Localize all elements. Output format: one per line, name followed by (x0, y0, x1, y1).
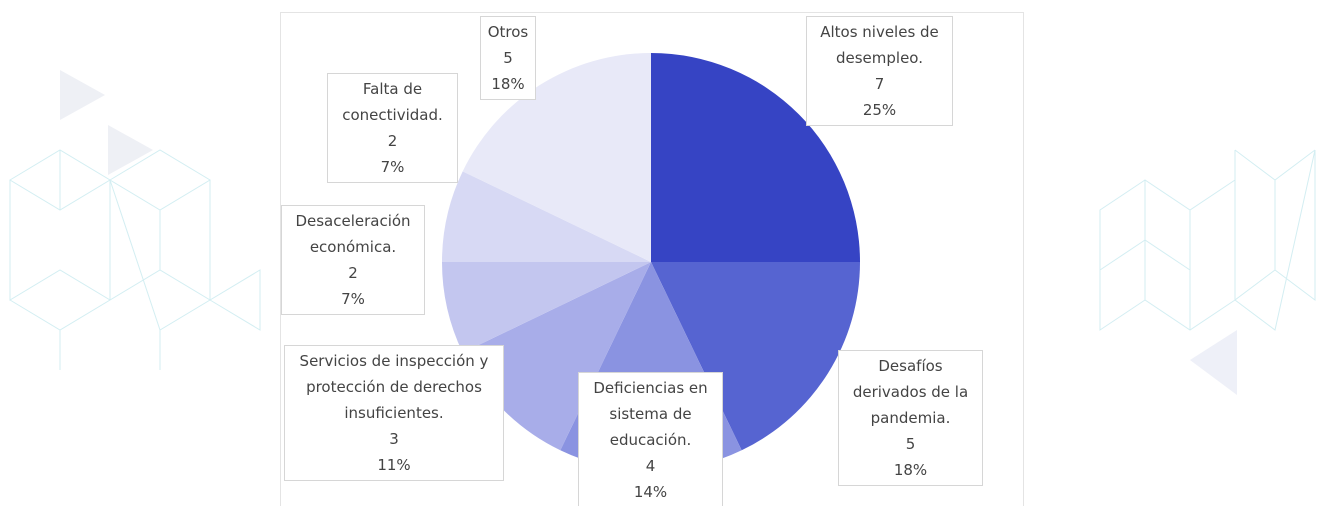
label-category: Deficiencias en sistema de educación. (593, 379, 708, 449)
background-pattern (9, 149, 1316, 370)
data-label: Desaceleración económica. 2 7% (281, 205, 425, 315)
label-category: Servicios de inspección y protección de … (299, 352, 489, 422)
data-label: Deficiencias en sistema de educación. 4 14… (578, 372, 723, 506)
background-shape (1190, 330, 1237, 395)
pie-slice (462, 52, 651, 262)
label-percent: 18% (893, 461, 928, 479)
data-label: Altos niveles de desempleo. 7 25% (806, 16, 953, 126)
pie-slice (442, 171, 651, 262)
label-percent: 14% (633, 483, 668, 501)
label-category: Altos niveles de desempleo. (820, 23, 939, 67)
label-category: Desafíos derivados de la pandemia. (852, 357, 969, 427)
data-label: Falta de conectividad. 2 7% (327, 73, 458, 183)
label-value: 2 (387, 132, 398, 150)
data-label: Desafíos derivados de la pandemia. 5 18% (838, 350, 983, 486)
pie-slice (651, 262, 860, 451)
label-percent: 7% (341, 290, 365, 308)
pie-slice (651, 53, 860, 262)
label-category: Falta de conectividad. (342, 80, 443, 124)
data-label: Servicios de inspección y protección de … (284, 345, 504, 481)
label-category: Desaceleración económica. (295, 212, 411, 256)
label-category: Otros (487, 23, 529, 41)
label-percent: 18% (491, 75, 525, 93)
pie-slice (462, 262, 651, 451)
label-value: 5 (905, 435, 916, 453)
label-value: 2 (348, 264, 358, 282)
label-value: 7 (874, 75, 885, 93)
data-label: Otros 5 18% (480, 16, 536, 100)
label-percent: 11% (377, 456, 411, 474)
label-percent: 25% (862, 101, 897, 119)
background-shape (60, 70, 153, 175)
label-percent: 7% (380, 158, 405, 176)
pie-slice (442, 262, 651, 353)
label-value: 5 (503, 49, 513, 67)
label-value: 3 (389, 430, 399, 448)
label-value: 4 (645, 457, 656, 475)
